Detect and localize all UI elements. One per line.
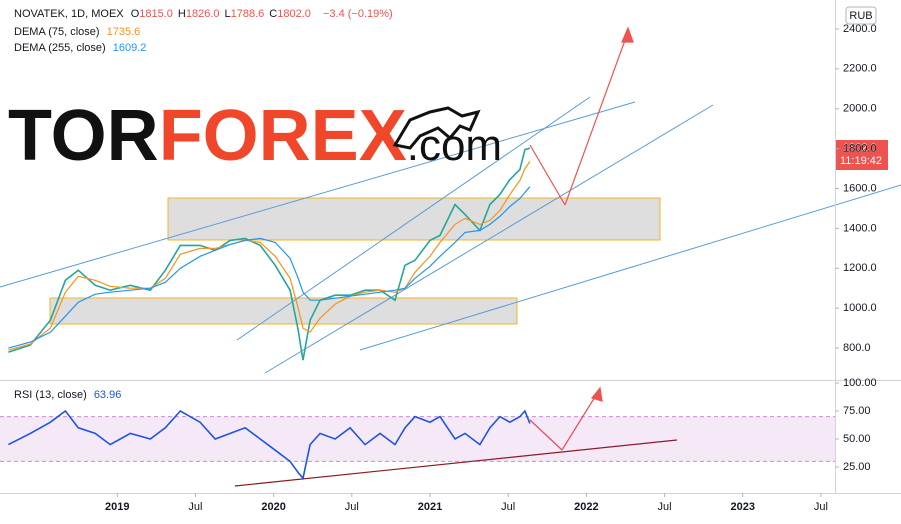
- arrow: [529, 144, 566, 206]
- legend-value: 63.96: [93, 389, 122, 401]
- y-tick-label: 1800.0: [843, 143, 877, 155]
- x-tick-label: Jul: [188, 501, 202, 513]
- last-price: 1802.0: [843, 142, 877, 154]
- rsi-trendline: [234, 439, 678, 487]
- price-box: [836, 140, 888, 170]
- trendline: [359, 184, 901, 351]
- x-tick-label: 2023: [731, 501, 755, 513]
- quote-label: C: [269, 8, 278, 20]
- y-tick-label: 1400.0: [843, 222, 877, 234]
- trendline: [0, 101, 636, 288]
- y-tick-label: 1200.0: [843, 262, 877, 274]
- arrow-head: [590, 386, 603, 402]
- arrow: [564, 31, 629, 206]
- x-tick-label: 2021: [418, 501, 442, 513]
- y-tick-label: 25.00: [843, 461, 871, 473]
- series-line: [8, 409, 531, 480]
- x-tick-label: 2022: [574, 501, 598, 513]
- x-tick-label: 2020: [261, 501, 285, 513]
- series-line: [8, 161, 531, 351]
- countdown: 11:19:42: [840, 155, 882, 167]
- rsi-band: [0, 416, 835, 462]
- legend-rsi: RSI (13, close) 63.96: [14, 389, 125, 401]
- watermark-part: FOREX: [159, 96, 407, 176]
- legend-label: DEMA (75, close): [14, 26, 100, 38]
- quote-value: 1815.0: [139, 8, 173, 20]
- watermark-part: .com: [407, 121, 502, 170]
- change: −3.4 (−0.19%): [322, 8, 393, 20]
- quote-label: L: [224, 8, 231, 20]
- quote-value: 1802.0: [277, 8, 311, 20]
- y-tick-label: 75.00: [843, 405, 871, 417]
- y-tick-label: 50.00: [843, 433, 871, 445]
- legend-dema255: DEMA (255, close) 1609.2: [14, 42, 150, 54]
- quotes: O1815.0 H1826.0 L1788.6 C1802.0: [131, 8, 316, 20]
- forecast-arrows: [529, 26, 634, 451]
- y-tick-label: 2000.0: [843, 103, 877, 115]
- x-tick-label: Jul: [345, 501, 359, 513]
- series-line: [8, 186, 531, 349]
- arrow-head: [621, 26, 634, 43]
- zone: [49, 297, 518, 325]
- x-tick-label: 2019: [105, 501, 129, 513]
- legend-label: RSI (13, close): [14, 389, 87, 401]
- y-tick-label: 800.0: [843, 342, 871, 354]
- symbol-title: NOVATEK, 1D, MOEX: [14, 8, 124, 20]
- x-tick-label: Jul: [501, 501, 515, 513]
- y-tick-label: 2200.0: [843, 63, 877, 75]
- quote-value: 1826.0: [185, 8, 220, 20]
- arrow: [529, 419, 563, 451]
- plot-layers: TORFOREX.com: [0, 26, 901, 487]
- quote-label: H: [177, 8, 186, 20]
- trendline: [264, 104, 714, 374]
- x-tick-label: Jul: [814, 501, 828, 513]
- legend-dema75: DEMA (75, close) 1735.6: [14, 26, 144, 38]
- bull-icon: [392, 106, 481, 150]
- watermark-part: TOR: [8, 96, 159, 176]
- y-tick-label: 1600.0: [843, 182, 877, 194]
- quote-label: O: [130, 8, 140, 20]
- y-tick-label: 2400.0: [843, 23, 877, 35]
- watermark: TORFOREX.com: [8, 96, 502, 176]
- currency: RUB: [849, 10, 872, 22]
- y-tick-label: 100.00: [843, 377, 877, 389]
- legend-value: 1609.2: [112, 42, 147, 54]
- legend-label: DEMA (255, close): [14, 42, 106, 54]
- currency-box: [845, 6, 877, 25]
- legend-main: NOVATEK, 1D, MOEX O1815.0 H1826.0 L1788.6 C…: [14, 8, 397, 20]
- quote-value: 1788.6: [230, 8, 265, 20]
- x-tick-label: Jul: [658, 501, 672, 513]
- legend-value: 1735.6: [106, 26, 141, 38]
- arrow: [561, 391, 599, 451]
- y-tick-label: 1000.0: [843, 302, 877, 314]
- zone: [167, 197, 661, 241]
